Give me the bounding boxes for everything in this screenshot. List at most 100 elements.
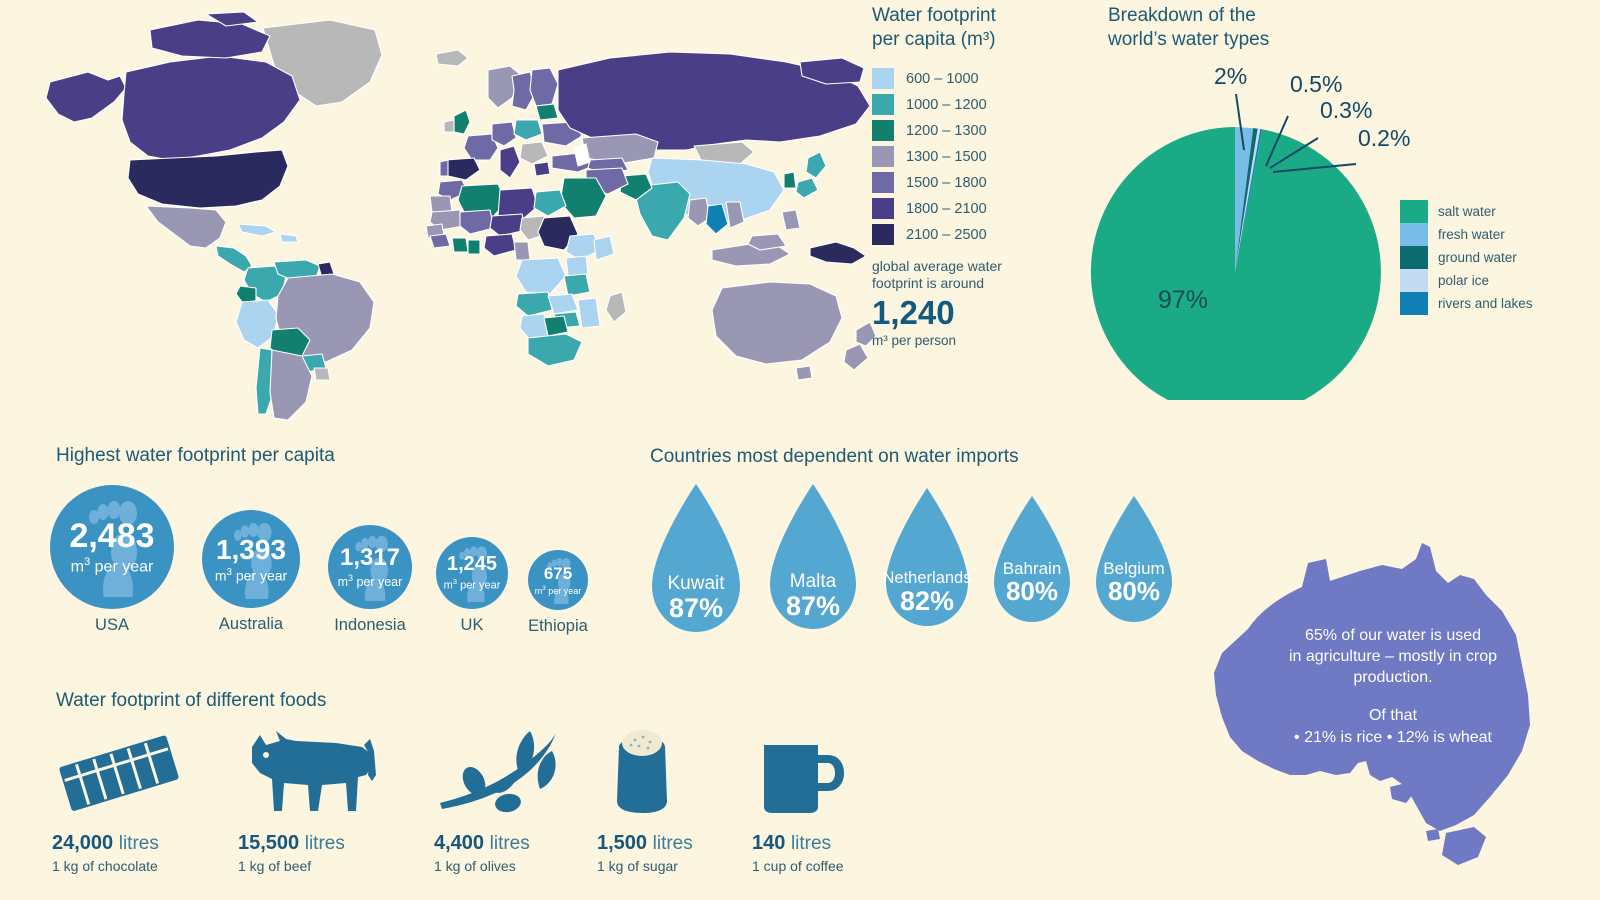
- droplet-icon: [886, 488, 968, 627]
- global-average-block: global average water footprint is around…: [872, 258, 1087, 348]
- droplet-label: Bahrain 80%: [990, 560, 1074, 605]
- food-amount-value: 140: [752, 832, 786, 854]
- food-amount: 4,400 litres: [434, 832, 574, 855]
- country-germany: [491, 121, 517, 147]
- pie-callout-label-2pct: 2%: [1214, 63, 1247, 89]
- pie-title-line1: Breakdown of the: [1108, 5, 1256, 26]
- country-usa: [127, 149, 289, 209]
- country-pakistan: [619, 173, 653, 201]
- droplet-icon: [994, 496, 1070, 622]
- callout-line-02pct: [1272, 163, 1357, 173]
- footprint-unit: m3 per year: [534, 584, 582, 596]
- country-canada-arctic: [149, 19, 271, 59]
- food-amount-unit: litres: [489, 833, 530, 854]
- chocolate-bar-icon: [59, 735, 179, 811]
- country-india: [635, 181, 691, 241]
- global-average-text-line2: footprint is around: [872, 275, 985, 291]
- country-japan-south: [795, 177, 819, 199]
- global-average-number: 1,240: [872, 294, 955, 331]
- country-balkans: [519, 141, 549, 165]
- food-item-coffee: 140 litres 1 cup of coffee: [752, 725, 852, 874]
- footprint-country: USA: [95, 616, 129, 634]
- pie-legend-label: polar ice: [1438, 273, 1490, 288]
- australia-line3: production.: [1353, 669, 1433, 686]
- coffee-mug-icon: [764, 745, 844, 813]
- country-argentina: [269, 349, 313, 421]
- pie-legend-item: ground water: [1400, 246, 1533, 269]
- country-japan: [805, 151, 827, 179]
- footprint-value: 1,245: [446, 553, 498, 576]
- food-amount: 24,000 litres: [52, 832, 182, 855]
- droplet-item-bahrain: Bahrain 80%: [990, 494, 1074, 630]
- country-libya: [497, 187, 539, 221]
- footprint-value: 1,317: [339, 543, 401, 571]
- cow-icon: [252, 731, 376, 811]
- country-botswana: [543, 315, 569, 337]
- droplet-item-belgium: Belgium 80%: [1092, 494, 1176, 630]
- map-legend-item: 2100 – 2500: [872, 224, 1087, 245]
- country-drc: [515, 257, 567, 295]
- footprint-value: 2,483: [69, 516, 155, 555]
- footprint-circle: 1,317 m3 per year: [328, 525, 412, 609]
- pie-callout-label-02pct: 0.2%: [1358, 125, 1410, 151]
- country-somalia: [593, 235, 615, 261]
- legend-swatch-icon: [872, 94, 894, 115]
- food-amount: 140 litres: [752, 832, 852, 855]
- food-item-sugar: 1,500 litres 1 kg of sugar: [597, 725, 693, 874]
- pie-slice-fresh-water: [1235, 127, 1254, 272]
- droplet-country: Kuwait: [667, 573, 725, 594]
- legend-swatch-icon: [872, 68, 894, 89]
- legend-swatch-icon: [872, 198, 894, 219]
- country-vietnam: [725, 201, 745, 229]
- droplet-icon: [652, 484, 740, 632]
- footprint-unit: m3 per year: [337, 572, 403, 589]
- country-korea: [783, 171, 797, 189]
- country-myanmar: [687, 197, 711, 227]
- food-item-chocolate: 24,000 litres 1 kg of chocolate: [52, 725, 182, 874]
- legend-swatch-icon: [1400, 223, 1428, 246]
- country-tasmania: [795, 365, 813, 381]
- footprint-icon: [459, 546, 487, 602]
- australia-map-icon: [1214, 543, 1530, 865]
- pie-legend-item: fresh water: [1400, 223, 1533, 246]
- footprint-unit: m3 per year: [214, 566, 288, 584]
- country-caspian: [573, 143, 591, 167]
- global-average-unit: m³ per person: [872, 333, 957, 348]
- map-legend: Water footprint per capita (m³) 600 – 10…: [872, 4, 1087, 348]
- food-amount-unit: litres: [790, 833, 832, 854]
- food-desc: 1 kg of olives: [434, 858, 516, 874]
- pie-legend-item: salt water: [1400, 200, 1533, 223]
- food-desc: 1 kg of chocolate: [52, 858, 158, 874]
- footprint-unit: m3 per year: [70, 555, 154, 576]
- pie-slice-polar-ice: [1235, 128, 1261, 272]
- country-baltics: [535, 103, 559, 121]
- country-central-america: [215, 245, 253, 273]
- pie-callout-label-05pct: 0.5%: [1290, 71, 1342, 97]
- footprint-circle: 1,245 m3 per year: [436, 537, 508, 609]
- global-average-text-line1: global average water: [872, 258, 1002, 274]
- country-peru: [235, 299, 279, 349]
- country-angola: [515, 291, 553, 317]
- country-niger: [489, 213, 527, 237]
- pie-slice-salt-water: [1090, 127, 1381, 400]
- map-legend-label: 1800 – 2100: [906, 200, 987, 217]
- map-legend-item: 1200 – 1300: [872, 120, 1087, 141]
- footprint-icon: [233, 522, 272, 599]
- map-legend-label: 1000 – 1200: [906, 96, 987, 113]
- droplet-country: Netherlands: [882, 569, 972, 587]
- sugar-sack-icon: [617, 730, 667, 813]
- footprint-icon: [355, 535, 388, 601]
- map-legend-label: 1200 – 1300: [906, 122, 987, 139]
- country-ghana: [467, 239, 481, 255]
- country-ivory-coast: [451, 237, 469, 253]
- food-item-beef: 15,500 litres 1 kg of beef: [238, 725, 388, 874]
- droplet-label: Belgium 80%: [1092, 560, 1176, 605]
- country-sweden: [511, 71, 537, 111]
- country-ecuador: [235, 285, 257, 303]
- country-new-zealand-south: [843, 343, 869, 371]
- foods-chart: 24,000 litres 1 kg of chocolate 15,500 l…: [52, 725, 932, 885]
- footprint-value: 675: [543, 563, 573, 583]
- footprint-item-ethiopia: 675 m3 per year Ethiopia: [528, 550, 588, 636]
- pie-legend-label: ground water: [1438, 250, 1517, 265]
- map-legend-title: Water footprint per capita (m³): [872, 4, 1087, 52]
